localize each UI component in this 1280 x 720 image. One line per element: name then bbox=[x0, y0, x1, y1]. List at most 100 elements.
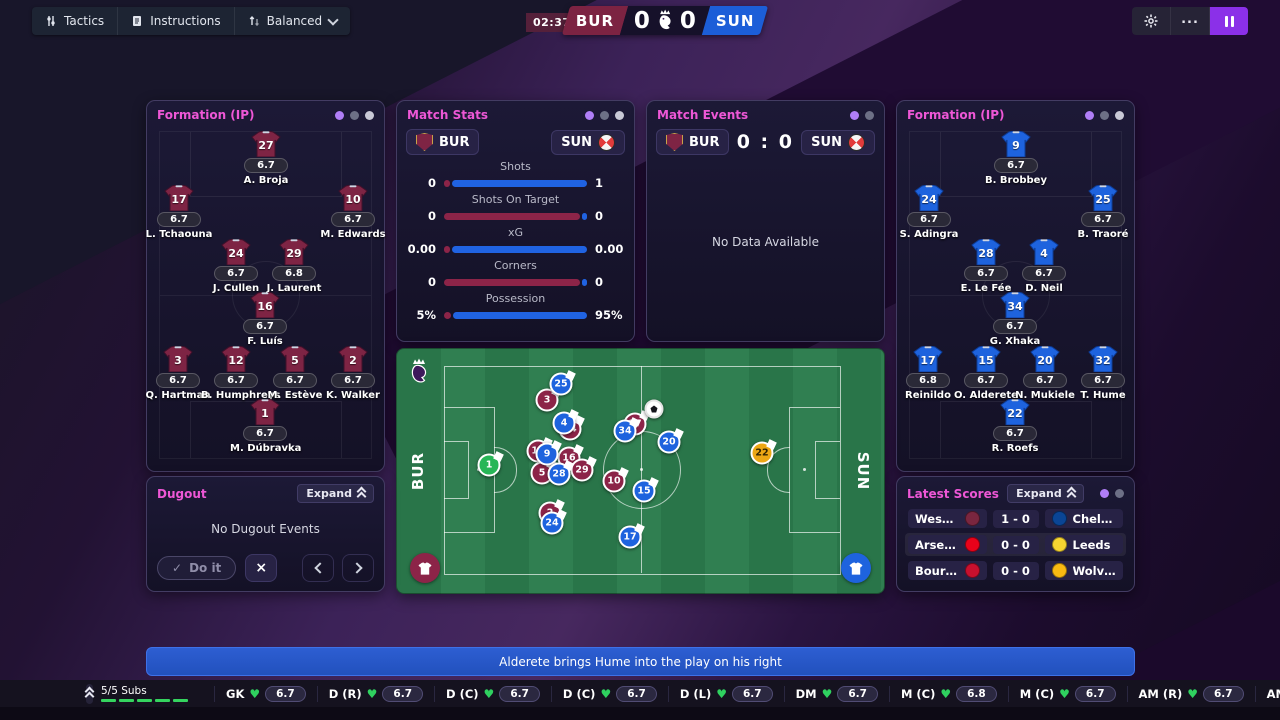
mentality-dropdown[interactable]: Balanced bbox=[235, 7, 350, 35]
player-rating: 6.7 bbox=[907, 212, 951, 227]
player-marker[interactable]: 17 bbox=[618, 525, 642, 549]
condition-heart-icon: ♥ bbox=[940, 686, 952, 701]
position-item[interactable]: D (L) ♥ 6.7 bbox=[667, 685, 784, 702]
player-card[interactable]: 24 6.7 S. Adingra bbox=[894, 185, 964, 240]
position-item[interactable]: D (C) ♥ 6.7 bbox=[550, 685, 668, 702]
shirt-icon: 20 bbox=[1030, 346, 1060, 372]
panel-options-dot[interactable] bbox=[850, 110, 859, 120]
player-card[interactable]: 1 6.7 M. Dúbravka bbox=[230, 399, 302, 454]
player-marker[interactable] bbox=[644, 399, 664, 419]
player-card[interactable]: 28 6.7 E. Le Fée bbox=[951, 239, 1021, 294]
tactics-button[interactable]: Tactics bbox=[32, 7, 119, 35]
player-marker[interactable]: 10 bbox=[602, 469, 626, 493]
scores-expand-button[interactable]: Expand bbox=[1007, 484, 1084, 503]
player-marker[interactable]: 28 bbox=[547, 462, 571, 486]
panel-options-dot[interactable] bbox=[350, 110, 359, 120]
player-card[interactable]: 12 6.7 B. Humphreys bbox=[201, 346, 280, 401]
player-card[interactable]: 4 6.7 D. Neil bbox=[1009, 239, 1079, 294]
dugout-panel: Dugout Expand No Dugout Events ✓ Do it × bbox=[146, 476, 385, 592]
player-marker[interactable]: 4 bbox=[552, 411, 576, 435]
panel-options-dot[interactable] bbox=[1085, 110, 1094, 120]
home-kit-button[interactable] bbox=[410, 553, 440, 583]
panel-options-dot[interactable] bbox=[615, 110, 624, 120]
player-card[interactable]: 24 6.7 J. Cullen bbox=[201, 239, 271, 294]
player-marker[interactable]: 24 bbox=[540, 511, 564, 535]
expand-player-bar-button[interactable] bbox=[84, 683, 95, 704]
home-team-badge bbox=[964, 511, 980, 526]
home-team: Bourne... bbox=[908, 561, 987, 580]
player-card[interactable]: 27 6.7 A. Broja bbox=[231, 131, 301, 186]
panel-options-dot[interactable] bbox=[1100, 110, 1109, 120]
away-team-badge bbox=[1051, 537, 1067, 552]
score-row[interactable]: Arsenal 0 - 0 Leeds bbox=[905, 533, 1126, 556]
player-card[interactable]: 20 6.7 N. Mukiele bbox=[1010, 346, 1080, 401]
position-item[interactable]: GK ♥ 6.7 bbox=[214, 685, 317, 702]
player-marker[interactable]: 29 bbox=[570, 458, 594, 482]
dismiss-button[interactable]: × bbox=[245, 554, 278, 582]
shirt-icon: 5 bbox=[280, 346, 310, 372]
player-marker[interactable]: 3 bbox=[535, 388, 559, 412]
position-item[interactable]: D (R) ♥ 6.7 bbox=[316, 685, 434, 702]
position-item[interactable]: AM (R) ♥ 6.7 bbox=[1126, 685, 1255, 702]
player-card[interactable]: 2 6.7 K. Walker bbox=[318, 346, 388, 401]
panel-options-dot[interactable] bbox=[365, 110, 374, 120]
player-card[interactable]: 15 6.7 O. Alderete bbox=[951, 346, 1021, 401]
position-item[interactable]: M (C) ♥ 6.8 bbox=[888, 685, 1008, 702]
player-name: M. Dúbravka bbox=[230, 443, 302, 454]
instructions-button[interactable]: Instructions bbox=[118, 7, 235, 35]
position-item[interactable]: AM (L) ♥ 6.7 bbox=[1254, 685, 1280, 702]
panel-options-dot[interactable] bbox=[1115, 489, 1124, 498]
score-row[interactable]: West Ham 1 - 0 Chelsea bbox=[905, 507, 1126, 530]
away-kit-button[interactable] bbox=[841, 553, 871, 583]
player-card[interactable]: 5 6.7 M. Estève bbox=[260, 346, 330, 401]
home-team-chip[interactable]: BUR bbox=[656, 129, 730, 155]
more-options-button[interactable]: ... bbox=[1171, 7, 1210, 35]
player-marker[interactable]: 20 bbox=[657, 430, 681, 454]
panel-options-dot[interactable] bbox=[585, 110, 594, 120]
position-item[interactable]: D (C) ♥ 6.7 bbox=[434, 685, 551, 702]
pause-button[interactable] bbox=[1210, 7, 1248, 35]
player-marker[interactable]: 34 bbox=[613, 419, 637, 443]
score-row[interactable]: Bourne... 0 - 0 Wolves bbox=[905, 559, 1126, 582]
player-card[interactable]: 9 6.7 B. Brobbey bbox=[981, 131, 1051, 186]
next-button[interactable] bbox=[342, 554, 374, 582]
panel-options-dot[interactable] bbox=[600, 110, 609, 120]
settings-button[interactable] bbox=[1132, 7, 1171, 35]
player-name: F. Luís bbox=[247, 336, 283, 347]
away-team-chip[interactable]: SUN bbox=[551, 129, 625, 155]
player-card[interactable]: 34 6.7 G. Xhaka bbox=[980, 292, 1050, 347]
player-marker[interactable]: 1 bbox=[477, 453, 501, 477]
do-it-button[interactable]: ✓ Do it bbox=[157, 556, 237, 580]
panel-options-dot[interactable] bbox=[335, 110, 344, 120]
player-card[interactable]: 32 6.7 T. Hume bbox=[1068, 346, 1138, 401]
panel-options-dot[interactable] bbox=[1115, 110, 1124, 120]
previous-button[interactable] bbox=[302, 554, 334, 582]
panel-title: Match Stats bbox=[407, 108, 488, 122]
player-name: B. Brobbey bbox=[985, 175, 1047, 186]
player-card[interactable]: 17 6.7 L. Tchaouna bbox=[144, 185, 214, 240]
dugout-expand-button[interactable]: Expand bbox=[297, 484, 374, 503]
player-card[interactable]: 25 6.7 B. Traoré bbox=[1068, 185, 1138, 240]
player-card[interactable]: 3 6.7 Q. Hartman bbox=[143, 346, 213, 401]
player-marker[interactable]: 25 bbox=[549, 372, 573, 396]
player-rating: 6.7 bbox=[331, 212, 375, 227]
panel-options-dot[interactable] bbox=[1100, 489, 1109, 498]
home-team-chip[interactable]: BUR bbox=[406, 129, 480, 155]
panel-options-dot[interactable] bbox=[865, 110, 874, 120]
player-card[interactable]: 10 6.7 M. Edwards bbox=[318, 185, 388, 240]
player-marker[interactable]: 9 bbox=[535, 442, 559, 466]
player-card[interactable]: 29 6.8 J. Laurent bbox=[259, 239, 329, 294]
player-marker[interactable]: 15 bbox=[632, 479, 656, 503]
player-card[interactable]: 16 6.7 F. Luís bbox=[230, 292, 300, 347]
stat-bar bbox=[444, 311, 587, 319]
player-card[interactable]: 22 6.7 R. Roefs bbox=[980, 399, 1050, 454]
away-team-chip[interactable]: SUN bbox=[801, 129, 875, 155]
shirt-icon: 4 bbox=[1029, 239, 1059, 265]
pitch-home-label: BUR bbox=[409, 451, 427, 491]
position-item[interactable]: DM ♥ 6.7 bbox=[783, 685, 889, 702]
player-marker[interactable]: 22 bbox=[750, 441, 774, 465]
panel-header: Latest Scores Expand bbox=[897, 477, 1134, 505]
position-item[interactable]: M (C) ♥ 6.7 bbox=[1007, 685, 1127, 702]
stat-home-value: 5% bbox=[416, 308, 436, 322]
player-card[interactable]: 17 6.8 Reinildo bbox=[893, 346, 963, 401]
